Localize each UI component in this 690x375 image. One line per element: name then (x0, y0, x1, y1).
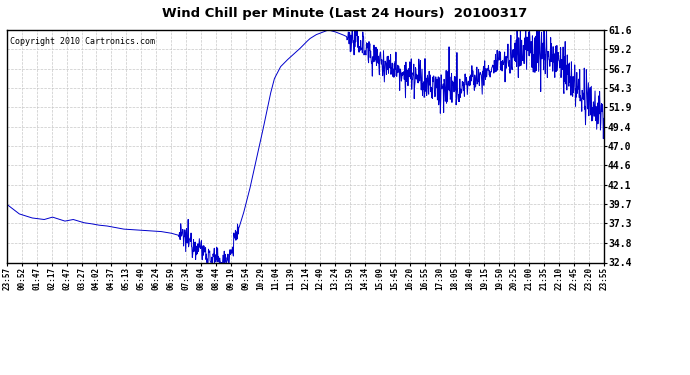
Text: Wind Chill per Minute (Last 24 Hours)  20100317: Wind Chill per Minute (Last 24 Hours) 20… (162, 8, 528, 21)
Text: Copyright 2010 Cartronics.com: Copyright 2010 Cartronics.com (10, 37, 155, 46)
